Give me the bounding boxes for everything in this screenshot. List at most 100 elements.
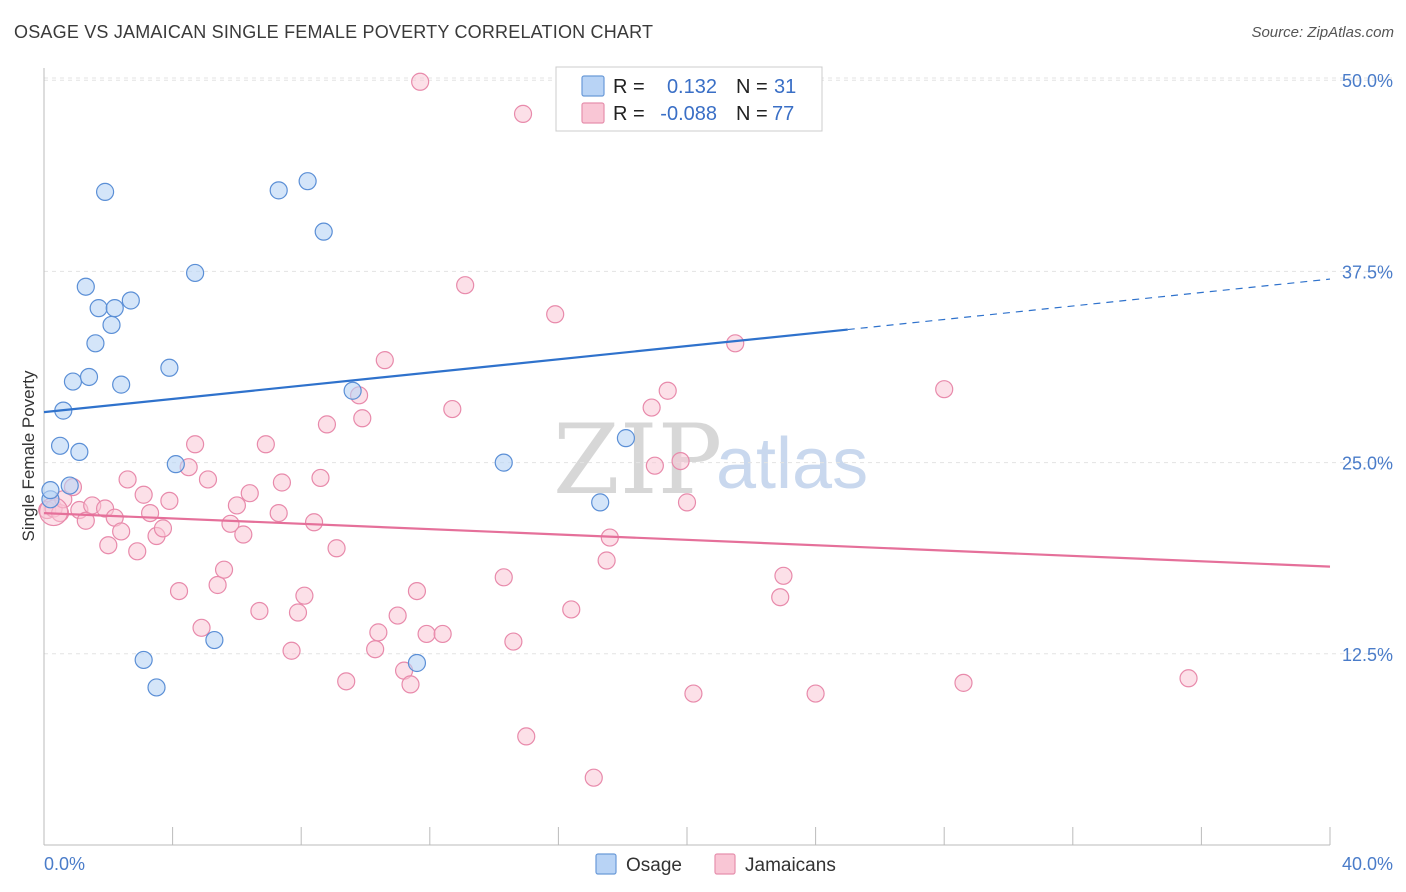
jamaicans-point-73 [806, 684, 825, 703]
osage-point-19 [166, 455, 185, 474]
jamaicans-point-25 [214, 560, 234, 579]
legend-jamaicans-r-value: -0.088 [660, 103, 717, 125]
bottom-legend-jamaicans-swatch [714, 853, 736, 875]
y-tick-label-0: 12.5% [1342, 645, 1393, 665]
jamaicans-point-64 [642, 398, 661, 417]
legend-jamaicans-n-label: N = [736, 103, 768, 125]
jamaicans-point-9 [99, 536, 118, 555]
jamaicans-point-27 [227, 496, 246, 515]
osage-point-1 [41, 481, 60, 500]
osage-point-25 [343, 381, 362, 400]
jamaicans-point-51 [417, 624, 436, 644]
jamaicans-point-54 [456, 276, 475, 295]
jamaicans-point-68 [677, 493, 697, 512]
jamaicans-point-37 [304, 513, 324, 532]
jamaicans-point-53 [443, 399, 462, 419]
osage-point-20 [186, 263, 205, 283]
jamaicans-point-12 [118, 470, 137, 489]
legend-jamaicans-n-value: 77 [772, 103, 794, 125]
jamaicans-point-18 [160, 491, 179, 510]
jamaicans-point-17 [153, 519, 173, 538]
osage-point-21 [205, 630, 224, 650]
x-tick-label-min: 0.0% [44, 854, 85, 874]
legend-osage-r-value: 0.132 [667, 76, 717, 98]
jamaicans-point-35 [288, 603, 308, 622]
jamaicans-point-60 [562, 600, 581, 619]
bottom-legend-osage-swatch [595, 853, 617, 875]
jamaicans-point-39 [317, 415, 337, 434]
jamaicans-point-74 [935, 380, 954, 399]
jamaicans-point-24 [208, 575, 227, 595]
osage-trend-line [43, 328, 848, 414]
osage-point-5 [63, 372, 83, 391]
jamaicans-point-75 [954, 673, 973, 692]
jamaicans-point-69 [684, 684, 703, 703]
jamaicans-point-77 [411, 72, 430, 91]
jamaicans-point-32 [269, 503, 288, 523]
jamaicans-point-70 [726, 334, 745, 353]
osage-point-13 [105, 299, 124, 318]
jamaicans-point-13 [128, 542, 147, 561]
osage-point-23 [298, 172, 317, 191]
osage-point-27 [494, 453, 513, 472]
jamaicans-point-62 [597, 551, 616, 570]
jamaicans-point-38 [311, 468, 330, 488]
y-tick-label-3: 50.0% [1342, 71, 1393, 91]
jamaicans-point-21 [186, 435, 205, 454]
legend-osage-swatch [581, 75, 605, 97]
osage-trend-extension [847, 278, 1331, 331]
jamaicans-point-29 [240, 484, 259, 503]
jamaicans-point-34 [282, 641, 301, 660]
jamaicans-trend-line [43, 511, 1331, 568]
osage-point-4 [60, 476, 79, 495]
jamaicans-point-55 [494, 568, 513, 587]
source-label: Source: ZipAtlas.com [1251, 24, 1394, 41]
osage-point-2 [50, 436, 70, 455]
osage-point-15 [121, 291, 140, 310]
legend-osage-n-value: 31 [774, 76, 796, 98]
jamaicans-point-22 [192, 618, 211, 637]
jamaicans-point-67 [671, 451, 690, 471]
jamaicans-point-61 [584, 768, 603, 787]
osage-point-22 [269, 181, 288, 200]
jamaicans-point-56 [504, 632, 523, 651]
jamaicans-point-11 [112, 522, 131, 541]
bottom-legend-osage-label: Osage [626, 855, 682, 876]
jamaicans-point-14 [134, 485, 153, 504]
osage-point-7 [76, 277, 95, 296]
jamaicans-point-26 [221, 514, 240, 533]
osage-point-6 [70, 442, 89, 462]
jamaicans-point-23 [198, 470, 218, 489]
x-ticks [43, 827, 1331, 845]
osage-point-9 [86, 334, 105, 353]
osage-point-17 [147, 678, 166, 697]
jamaicans-point-40 [327, 539, 346, 558]
jamaicans-point-50 [407, 581, 427, 601]
jamaicans-point-72 [774, 566, 793, 585]
jamaicans-point-44 [366, 640, 385, 659]
bottom-legend: Osage Jamaicans [595, 853, 836, 876]
jamaicans-point-65 [645, 456, 664, 475]
trend-lines [43, 278, 1331, 568]
jamaicans-point-15 [140, 503, 160, 523]
osage-point-16 [134, 650, 153, 670]
watermark-atlas: atlas [716, 424, 868, 504]
watermark-zip: ZIP [553, 404, 722, 516]
y-tick-label-1: 25.0% [1342, 454, 1393, 474]
jamaicans-point-76 [1179, 669, 1198, 688]
osage-point-11 [95, 182, 115, 201]
y-tick-labels: 12.5% 25.0% 37.5% 50.0% [1342, 71, 1393, 665]
osage-point-14 [112, 375, 131, 394]
osage-point-10 [89, 299, 108, 318]
jamaicans-points [38, 72, 1198, 787]
legend-jamaicans-swatch [581, 102, 605, 124]
jamaicans-point-41 [337, 672, 356, 691]
legend-box: R = 0.132 N = 31 R = -0.088 N = 77 [555, 66, 823, 132]
jamaicans-point-58 [517, 727, 536, 746]
legend-osage-n-label: N = [736, 76, 768, 98]
y-tick-label-2: 37.5% [1342, 262, 1393, 282]
jamaicans-point-30 [250, 601, 269, 621]
jamaicans-point-36 [295, 586, 314, 605]
jamaicans-point-71 [771, 588, 790, 607]
